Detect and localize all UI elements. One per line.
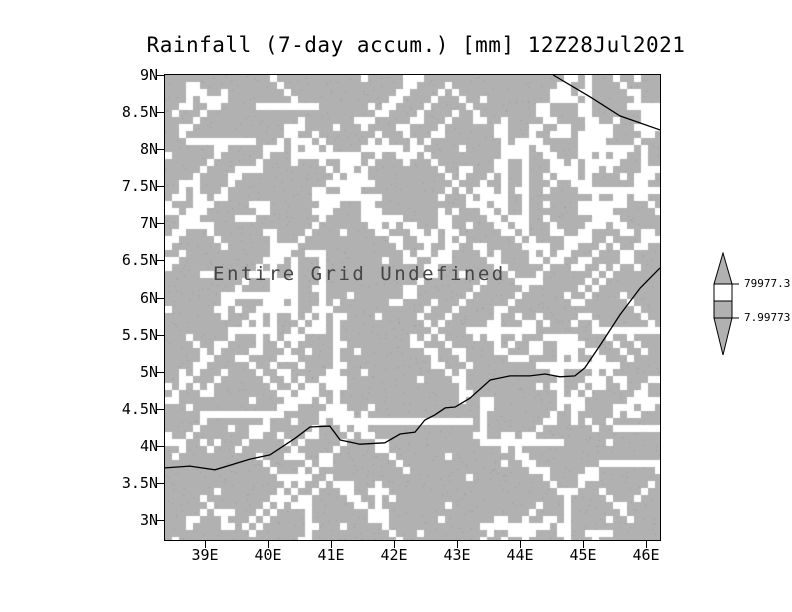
colorbar-arrow bbox=[713, 252, 739, 356]
colorbar-band-white bbox=[713, 283, 733, 302]
y-tick-label: 7N bbox=[139, 214, 158, 233]
y-tick-label: 6N bbox=[139, 288, 158, 307]
y-tick-mark bbox=[157, 482, 164, 484]
undefined-annotation: Entire Grid Undefined bbox=[213, 263, 506, 285]
y-tick-mark bbox=[157, 408, 164, 410]
coastline bbox=[165, 267, 660, 471]
x-tick-mark bbox=[394, 541, 395, 548]
plot-area: Entire Grid Undefined bbox=[164, 74, 661, 541]
y-tick-label: 4N bbox=[139, 436, 158, 455]
y-tick-label: 9N bbox=[139, 66, 158, 84]
y-tick-mark bbox=[157, 223, 164, 225]
colorbar-legend: 79977.3 7.99773 bbox=[712, 252, 792, 362]
colorbar-label-max: 79977.3 bbox=[744, 277, 791, 290]
y-tick-label: 3N bbox=[139, 511, 158, 529]
x-tick-label: 39E bbox=[191, 546, 219, 564]
y-tick-label: 6.5N bbox=[121, 251, 158, 270]
x-tick-mark bbox=[646, 541, 647, 548]
y-tick-label: 8N bbox=[139, 140, 158, 159]
y-tick-mark bbox=[157, 75, 164, 76]
x-tick-label: 43E bbox=[443, 546, 471, 564]
coastline bbox=[552, 75, 660, 131]
y-tick-label: 7.5N bbox=[121, 177, 158, 196]
y-tick-mark bbox=[157, 371, 164, 373]
y-tick-mark bbox=[157, 297, 164, 299]
x-tick-label: 45E bbox=[569, 546, 597, 564]
y-tick-label: 8.5N bbox=[121, 103, 158, 122]
x-tick-mark bbox=[457, 541, 458, 548]
colorbar-band-gray bbox=[713, 300, 733, 319]
undefined-grid-pattern bbox=[165, 75, 660, 540]
y-tick-mark bbox=[157, 149, 164, 151]
coastline-overlay bbox=[165, 75, 660, 471]
y-tick-mark bbox=[157, 445, 164, 447]
x-tick-mark bbox=[331, 541, 332, 548]
x-tick-label: 46E bbox=[632, 546, 660, 564]
y-tick-mark bbox=[157, 334, 164, 336]
x-tick-mark bbox=[205, 541, 206, 548]
colorbar-label-min: 7.99773 bbox=[744, 311, 791, 324]
x-tick-label: 41E bbox=[317, 546, 345, 564]
colorbar-top-triangle bbox=[713, 252, 733, 285]
y-tick-label: 4.5N bbox=[121, 399, 158, 418]
x-tick-label: 42E bbox=[380, 546, 408, 564]
x-tick-label: 44E bbox=[506, 546, 534, 564]
x-tick-mark bbox=[583, 541, 584, 548]
colorbar-bottom-triangle bbox=[713, 317, 733, 356]
y-tick-mark bbox=[157, 112, 164, 114]
y-tick-mark bbox=[157, 186, 164, 188]
y-tick-mark bbox=[157, 520, 164, 521]
y-tick-label: 3.5N bbox=[121, 473, 158, 492]
chart-title: Rainfall (7-day accum.) [mm] 12Z28Jul202… bbox=[146, 33, 686, 57]
y-tick-label: 5.5N bbox=[121, 325, 158, 344]
y-tick-label: 5N bbox=[139, 362, 158, 381]
x-tick-mark bbox=[520, 541, 521, 548]
x-tick-mark bbox=[268, 541, 269, 548]
y-tick-mark bbox=[157, 260, 164, 262]
x-tick-label: 40E bbox=[254, 546, 282, 564]
